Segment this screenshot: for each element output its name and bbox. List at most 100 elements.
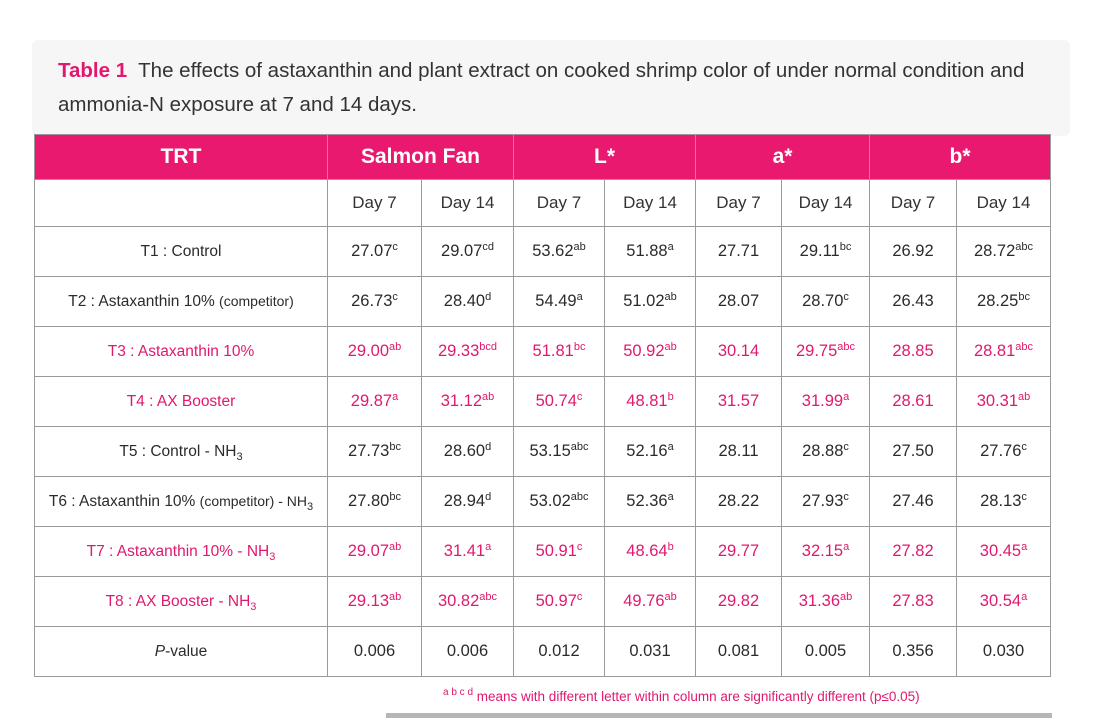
value-cell: 48.64b — [604, 526, 696, 577]
cell-value: 29.07 — [347, 542, 390, 560]
cell-value: 31.12 — [440, 392, 483, 410]
significance-letters: c — [576, 591, 583, 603]
value-cell: 28.11 — [695, 426, 782, 477]
cell-value: 50.91 — [535, 542, 577, 560]
cell-value: 29.75 — [795, 342, 838, 360]
significance-letters: a — [576, 291, 583, 303]
header-day: Day 7 — [695, 179, 782, 227]
cell-value: 51.81 — [532, 342, 574, 360]
treatment-label: T5 : Control - NH3 — [34, 426, 328, 477]
table-row: T3 : Astaxanthin 10% 29.00ab 29.33bcd 51.81… — [34, 326, 1052, 377]
header-row-groups: TRT Salmon Fan L* a* b* — [34, 134, 1052, 180]
significance-letters: a — [843, 541, 850, 553]
value-cell: 27.46 — [869, 476, 958, 527]
cell-value: 28.88 — [802, 442, 844, 460]
treatment-name: T7 : Astaxanthin 10% - NH — [86, 542, 270, 560]
value-cell: 29.82 — [695, 576, 782, 627]
cell-value: 28.40 — [443, 292, 486, 310]
significance-letters: bcd — [479, 341, 498, 353]
value-cell: 50.97c — [513, 576, 605, 627]
significance-letters: bc — [1018, 291, 1030, 303]
significance-letters: c — [392, 291, 398, 303]
cell-value: 32.15 — [801, 542, 844, 560]
value-cell: 50.92ab — [604, 326, 696, 377]
value-cell: 27.83 — [869, 576, 958, 627]
pvalue-cell: 0.030 — [956, 626, 1052, 677]
treatment-name: T6 : Astaxanthin 10% — [48, 492, 200, 510]
treatment-name: T4 : AX Booster — [126, 392, 236, 410]
significance-letters: c — [843, 291, 849, 303]
value-cell: 28.22 — [695, 476, 782, 527]
value-cell: 28.81abc — [956, 326, 1052, 377]
value-cell: 31.57 — [695, 376, 782, 427]
significance-letters: abc — [1015, 341, 1034, 353]
significance-letters: ab — [664, 341, 677, 353]
value-cell: 52.16a — [604, 426, 696, 477]
treatment-name: T2 : Astaxanthin 10% — [68, 292, 220, 310]
significance-letters: bc — [839, 241, 852, 253]
treatment-label: T4 : AX Booster — [34, 376, 328, 427]
cell-value: 30.82 — [437, 592, 480, 610]
treatment-note: (competitor) — [219, 292, 294, 309]
cell-value: 50.92 — [623, 342, 665, 360]
cell-value: 26.92 — [892, 242, 934, 260]
value-cell: 28.88c — [780, 426, 871, 477]
cell-value: 28.11 — [718, 442, 759, 460]
significance-letters: abc — [570, 441, 589, 453]
caption-text: The effects of astaxanthin and plant ext… — [58, 59, 1025, 116]
header-day: Day 7 — [513, 179, 605, 227]
significance-letters: abc — [570, 491, 589, 503]
cell-value: 51.02 — [623, 292, 665, 310]
significance-letters: abc — [479, 591, 498, 603]
value-cell: 29.11bc — [780, 226, 871, 277]
value-cell: 31.36ab — [780, 576, 871, 627]
significance-letters: a — [1021, 591, 1028, 603]
significance-letters: c — [1021, 491, 1027, 503]
value-cell: 29.33bcd — [421, 326, 514, 377]
significance-letters: a — [667, 241, 674, 253]
cell-value: 28.70 — [802, 292, 844, 310]
footnote: a b c d means with different letter with… — [443, 688, 920, 705]
significance-letters: ab — [389, 541, 402, 553]
cell-value: 50.74 — [535, 392, 577, 410]
significance-letters: ab — [482, 391, 495, 403]
value-cell: 51.88a — [604, 226, 696, 277]
value-cell: 53.62ab — [513, 226, 605, 277]
significance-letters: a — [392, 391, 399, 403]
cell-value: 27.76 — [980, 442, 1022, 460]
value-cell: 31.41a — [421, 526, 514, 577]
significance-letters: d — [485, 491, 492, 503]
significance-letters: a — [485, 541, 492, 553]
cell-value: 27.71 — [717, 242, 760, 260]
value-cell: 27.50 — [869, 426, 958, 477]
value-cell: 29.77 — [695, 526, 782, 577]
cell-value: 29.11 — [799, 242, 840, 260]
cell-value: 31.41 — [443, 542, 486, 560]
value-cell: 28.61 — [869, 376, 958, 427]
treatment-name: T1 : Control — [140, 242, 222, 260]
cell-value: 28.60 — [443, 442, 486, 460]
cell-value: 29.87 — [350, 392, 393, 410]
value-cell: 53.15abc — [513, 426, 605, 477]
value-cell: 27.82 — [869, 526, 958, 577]
value-cell: 48.81b — [604, 376, 696, 427]
significance-letters: ab — [664, 591, 677, 603]
pvalue-label: P-value — [34, 626, 328, 677]
table-caption: Table 1 The effects of astaxanthin and p… — [58, 54, 1038, 122]
treatment-subscript: 3 — [307, 500, 314, 513]
treatment-label: T1 : Control — [34, 226, 328, 277]
value-cell: 30.14 — [695, 326, 782, 377]
significance-letters: bc — [389, 441, 401, 453]
header-day: Day 14 — [780, 179, 871, 227]
header-a-star: a* — [694, 134, 871, 180]
significance-letters: b — [667, 541, 674, 553]
cell-value: 54.49 — [535, 292, 577, 310]
cell-value: 30.31 — [976, 392, 1019, 410]
cell-value: 28.61 — [892, 392, 934, 410]
pvalue-cell: 0.005 — [780, 626, 871, 677]
cell-value: 51.88 — [626, 242, 668, 260]
value-cell: 30.82abc — [421, 576, 514, 627]
results-table: TRT Salmon Fan L* a* b* Day 7 Day 14 Day… — [34, 134, 1052, 677]
value-cell: 29.13ab — [327, 576, 422, 627]
treatment-name: T8 : AX Booster - NH — [105, 592, 251, 610]
